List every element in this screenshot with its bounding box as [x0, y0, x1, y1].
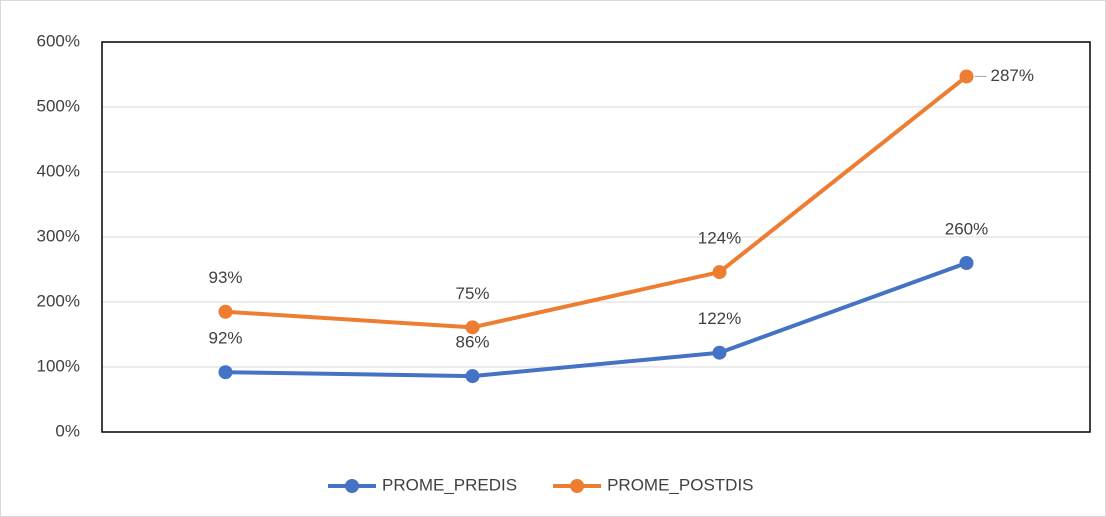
plot-border — [101, 41, 1091, 433]
y-tick-label: 500% — [37, 96, 80, 115]
data-label: 93% — [208, 268, 242, 287]
legend-marker — [345, 479, 359, 493]
marker — [712, 265, 727, 280]
data-label: 122% — [698, 309, 741, 328]
data-label: 92% — [208, 329, 242, 348]
data-label: 287% — [991, 66, 1034, 85]
series-line — [225, 74, 968, 330]
y-tick-label: 100% — [37, 356, 80, 375]
data-label: 124% — [698, 229, 741, 248]
marker — [959, 69, 974, 84]
y-tick-label: 0% — [55, 421, 80, 440]
marker — [218, 365, 233, 380]
marker — [959, 256, 974, 270]
marker — [712, 345, 727, 360]
y-tick-label: 600% — [37, 31, 80, 50]
marker — [465, 369, 480, 384]
legend-marker — [570, 479, 585, 493]
y-tick-label: 300% — [37, 226, 80, 245]
data-label: 260% — [945, 219, 988, 238]
data-label: 75% — [455, 284, 489, 303]
data-label: 86% — [455, 333, 489, 352]
y-tick-label: 400% — [37, 161, 80, 180]
marker — [218, 304, 233, 319]
legend-label: PROME_POSTDIS — [607, 475, 753, 494]
y-tick-label: 200% — [37, 291, 80, 310]
series-line — [225, 261, 968, 379]
legend-label: PROME_PREDIS — [382, 475, 517, 494]
marker — [465, 320, 480, 335]
